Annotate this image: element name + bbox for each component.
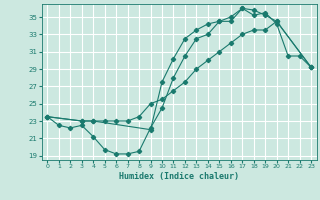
X-axis label: Humidex (Indice chaleur): Humidex (Indice chaleur) [119, 172, 239, 181]
